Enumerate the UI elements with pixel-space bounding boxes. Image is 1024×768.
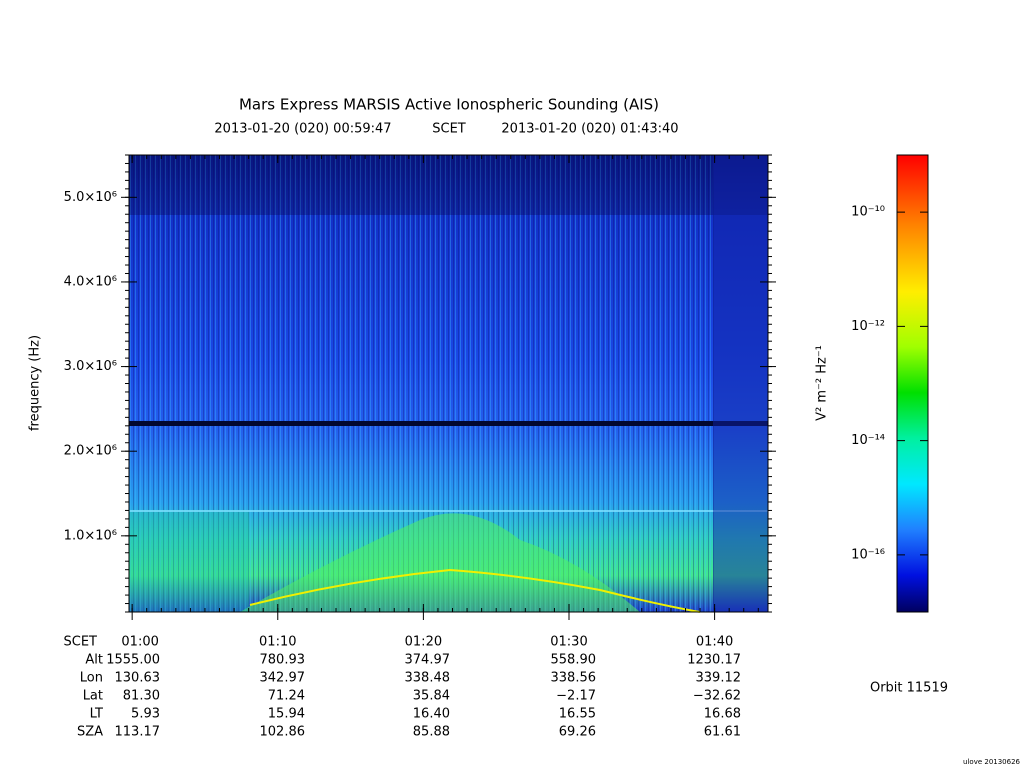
ephemeris-value: −2.17: [556, 689, 596, 704]
x-tick-label: 01:20: [405, 635, 442, 650]
ephemeris-label: Alt: [85, 653, 103, 668]
subtitle-end: 2013-01-20 (020) 01:43:40: [501, 122, 678, 137]
x-tick-label: 01:30: [550, 635, 587, 650]
ephemeris-value: 1555.00: [106, 653, 160, 668]
chart-title: Mars Express MARSIS Active Ionospheric S…: [239, 96, 659, 114]
ephemeris-value: 113.17: [115, 725, 161, 740]
subtitle-start: 2013-01-20 (020) 00:59:47: [214, 122, 391, 137]
ephemeris-value: 130.63: [115, 671, 161, 686]
ephemeris-value: 71.24: [268, 689, 305, 704]
ephemeris-label: Lat: [83, 689, 103, 704]
ephemeris-label: Lon: [80, 671, 103, 686]
colorbar-tick-label: 10⁻¹²: [851, 319, 885, 334]
orbit-label: Orbit 11519: [870, 681, 948, 696]
colorbar: [896, 154, 929, 613]
ephemeris-value: 85.88: [413, 725, 450, 740]
y-tick-label: 1.0×10⁶: [64, 528, 117, 543]
ephemeris-value: 69.26: [559, 725, 596, 740]
ephemeris-value: 342.97: [260, 671, 306, 686]
spectrogram: [129, 155, 768, 613]
y-tick-label: 5.0×10⁶: [64, 190, 117, 205]
ephemeris-value: 5.93: [131, 707, 160, 722]
colorbar-tick-label: 10⁻¹⁰: [851, 205, 885, 220]
colorbar-label: V² m⁻² Hz⁻¹: [815, 345, 830, 421]
ephemeris-value: 338.48: [405, 671, 451, 686]
colorbar-tick-label: 10⁻¹⁶: [851, 547, 885, 562]
ephemeris-value: 338.56: [551, 671, 597, 686]
ephemeris-value: 16.68: [704, 707, 741, 722]
subtitle-scale: SCET: [432, 122, 466, 137]
footer: ulove 20130626: [963, 758, 1021, 766]
ephemeris-value: 16.55: [559, 707, 596, 722]
ephemeris-value: 16.40: [413, 707, 450, 722]
ephemeris-value: 374.97: [405, 653, 451, 668]
ephemeris-value: −32.62: [693, 689, 741, 704]
colorbar-tick-label: 10⁻¹⁴: [851, 433, 885, 448]
ephemeris-value: 780.93: [260, 653, 306, 668]
ephemeris-value: 15.94: [268, 707, 305, 722]
y-tick-label: 2.0×10⁶: [64, 444, 117, 459]
y-tick-label: 3.0×10⁶: [64, 359, 117, 374]
y-axis-label: frequency (Hz): [28, 335, 43, 431]
ephemeris-value: 61.61: [704, 725, 741, 740]
ephemeris-label: SZA: [77, 725, 103, 740]
ephemeris-label: LT: [90, 707, 103, 722]
x-tick-label: 01:00: [121, 635, 158, 650]
ephemeris-value: 81.30: [123, 689, 160, 704]
x-axis-label: SCET: [64, 635, 98, 650]
ephemeris-value: 558.90: [551, 653, 597, 668]
ephemeris-value: 1230.17: [687, 653, 741, 668]
x-tick-label: 01:10: [259, 635, 296, 650]
ephemeris-value: 35.84: [413, 689, 450, 704]
x-tick-label: 01:40: [696, 635, 733, 650]
y-tick-label: 4.0×10⁶: [64, 274, 117, 289]
ephemeris-value: 102.86: [260, 725, 306, 740]
ephemeris-value: 339.12: [696, 671, 742, 686]
